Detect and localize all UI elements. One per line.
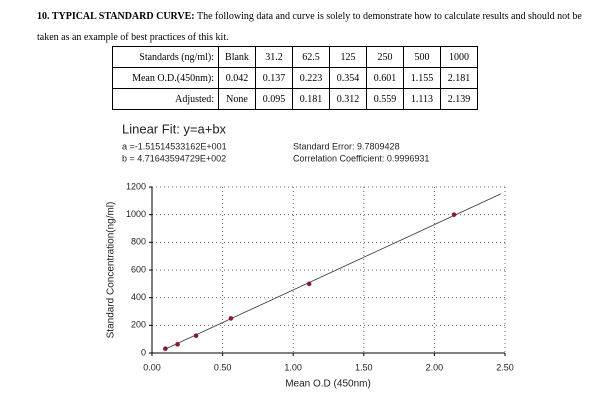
data-point	[451, 212, 457, 217]
table-cell: 125	[329, 46, 367, 68]
fit-a: a =-1.51514533162E+001	[122, 141, 227, 151]
table-cell: Standards (ng/ml):	[112, 46, 219, 68]
x-tick-label: 2.50	[496, 362, 514, 372]
data-point	[175, 342, 180, 347]
y-tick-label: 1200	[126, 181, 146, 191]
standards-table: Standards (ng/ml): Blank 31.2 62.5 125 250 500…	[112, 46, 478, 110]
data-point	[193, 333, 199, 339]
y-tick-label: 200	[131, 320, 146, 330]
data-point	[306, 281, 312, 287]
y-axis-label: Standard Concentration(ng/ml)	[106, 202, 117, 339]
fit-std-error: Standard Error: 9.7809428	[293, 141, 400, 151]
table-cell: 0.095	[255, 88, 293, 110]
table-cell: 2.181	[440, 67, 478, 89]
table-cell: Blank	[218, 46, 256, 68]
table-cell: 0.042	[218, 67, 256, 89]
table-row: Standards (ng/ml): Blank 31.2 62.5 125 250 500…	[112, 46, 478, 68]
table-cell: 1000	[440, 46, 478, 68]
fit-title: Linear Fit: y=a+bx	[122, 121, 227, 136]
fit-b: b = 4.71643594729E+002	[122, 153, 226, 163]
table-cell: 0.354	[329, 67, 367, 89]
x-tick-label: 2.00	[426, 362, 444, 372]
heading: 10. TYPICAL STANDARD CURVE: The followin…	[37, 6, 593, 48]
x-tick-label: 1.50	[355, 362, 373, 372]
table-cell: 0.181	[292, 88, 330, 110]
table-cell: 0.312	[329, 88, 367, 110]
table-cell: 1.113	[403, 88, 441, 110]
table-cell: 0.559	[366, 88, 404, 110]
x-axis-label: Mean O.D (450nm)	[285, 379, 371, 390]
data-point	[163, 346, 168, 351]
table-cell: 1.155	[403, 67, 441, 89]
heading-label: 10. TYPICAL STANDARD CURVE:	[37, 11, 195, 22]
table-cell: 62.5	[292, 46, 330, 68]
x-tick-label: 1.00	[284, 362, 302, 372]
fit-line	[163, 193, 501, 351]
fit-correlation: Correlation Coefficient: 0.9996931	[293, 153, 429, 163]
table-cell: Mean O.D.(450nm):	[112, 67, 219, 89]
x-tick-label: 0.50	[214, 362, 232, 372]
table-cell: 0.137	[255, 67, 293, 89]
data-point	[228, 316, 234, 321]
y-tick-label: 1000	[126, 209, 146, 219]
table-cell: 2.139	[440, 88, 478, 110]
heading-text: The following data and curve is solely t…	[37, 11, 582, 43]
table-cell: Adjusted:	[112, 88, 219, 110]
y-tick-label: 800	[131, 237, 146, 247]
table-cell: 500	[403, 46, 441, 68]
table-row: Adjusted: None 0.095 0.181 0.312 0.559 1.113 2.…	[112, 88, 478, 110]
table-cell: None	[218, 88, 256, 110]
table-cell: 0.601	[366, 67, 404, 89]
y-tick-label: 0	[141, 347, 146, 357]
table-row: Mean O.D.(450nm): 0.042 0.137 0.223 0.354 0.6…	[112, 67, 478, 89]
table-cell: 0.223	[292, 67, 330, 89]
y-tick-label: 400	[131, 292, 146, 302]
table-cell: 31.2	[255, 46, 293, 68]
x-tick-label: 0.00	[143, 362, 161, 372]
y-tick-label: 600	[131, 264, 146, 274]
table-cell: 250	[366, 46, 404, 68]
